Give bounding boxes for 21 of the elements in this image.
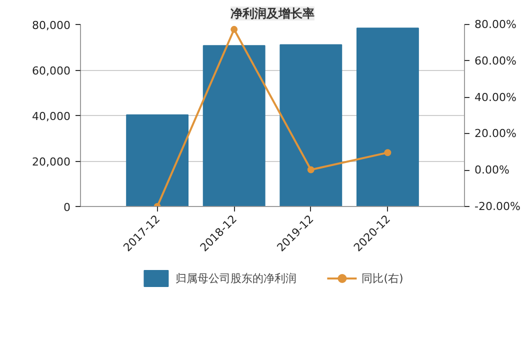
bar bbox=[280, 44, 342, 206]
legend-label: 同比(右) bbox=[362, 270, 404, 286]
y2-tick-label: 60.00% bbox=[474, 54, 516, 68]
y2-tick-label: 80.00% bbox=[474, 18, 516, 31]
y2-tick-label: 0.00% bbox=[474, 164, 510, 177]
point bbox=[384, 149, 392, 156]
point bbox=[230, 26, 238, 33]
y2-tick-label: 20.00% bbox=[474, 127, 516, 140]
y-tick-label: 20,000 bbox=[32, 156, 71, 168]
bar bbox=[356, 28, 419, 206]
point bbox=[307, 166, 314, 174]
bar bbox=[126, 114, 189, 206]
y-tick-label: 0 bbox=[64, 201, 70, 214]
bar bbox=[202, 45, 266, 206]
y-tick-label: 80,000 bbox=[32, 19, 71, 32]
chart-title: 净利润及增长率 bbox=[230, 6, 314, 20]
legend-label: 归属母公司股东的净利润 bbox=[176, 270, 297, 286]
y-tick-label: 60,000 bbox=[32, 64, 71, 78]
y-tick-label: 40,000 bbox=[32, 110, 71, 123]
y2-tick-label: -20.00% bbox=[474, 200, 520, 213]
y2-tick-label: 40.00% bbox=[474, 90, 516, 104]
